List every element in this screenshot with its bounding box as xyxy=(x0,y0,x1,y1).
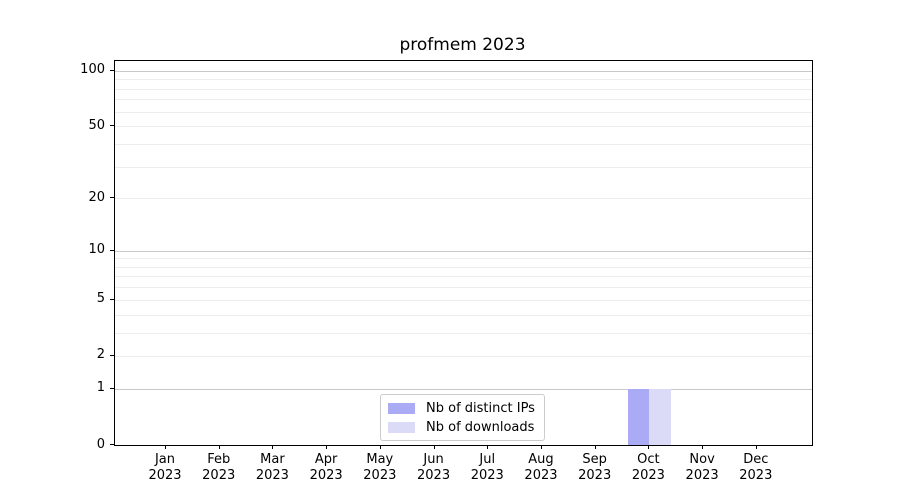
x-tick-mark xyxy=(379,445,381,449)
legend-swatch-downloads xyxy=(388,421,415,433)
x-tick-mark xyxy=(326,445,328,449)
y-tick-mark xyxy=(110,125,114,127)
x-tick-year: 2023 xyxy=(255,468,289,483)
gridline-minor xyxy=(115,126,812,128)
gridline-minor xyxy=(115,258,812,260)
gridline-minor xyxy=(115,355,812,357)
x-tick-label: Feb 2023 xyxy=(187,452,251,484)
y-tick-mark xyxy=(110,298,114,300)
legend-entry-distinct-ips: Nb of distinct IPs xyxy=(388,400,535,416)
y-tick-label: 10 xyxy=(88,242,105,258)
gridline-minor xyxy=(115,88,812,90)
y-tick-label: 50 xyxy=(88,117,105,133)
y-tick-mark xyxy=(110,197,114,199)
x-tick-label: Jun 2023 xyxy=(402,452,466,484)
x-tick-year: 2023 xyxy=(148,468,182,483)
x-tick-mark xyxy=(755,445,757,449)
x-tick-mark xyxy=(594,445,596,449)
y-tick-label: 0 xyxy=(96,436,105,452)
gridline-minor xyxy=(115,276,812,278)
y-tick-mark xyxy=(110,69,114,71)
legend-entry-downloads: Nb of downloads xyxy=(388,419,535,435)
x-tick-label: Apr 2023 xyxy=(294,452,358,484)
y-tick-mark xyxy=(110,249,114,251)
x-tick-mark xyxy=(165,445,166,449)
gridline-minor xyxy=(115,111,812,113)
x-tick-mark xyxy=(218,445,220,449)
gridline-major xyxy=(115,250,812,252)
x-tick-year: 2023 xyxy=(685,468,719,483)
bar-nb-of-distinct-ips xyxy=(627,388,650,445)
x-tick-year: 2023 xyxy=(363,468,397,483)
x-tick-mark xyxy=(702,445,704,449)
y-tick-label: 20 xyxy=(88,189,105,205)
x-tick-year: 2023 xyxy=(631,468,665,483)
y-tick-mark xyxy=(110,354,114,356)
bar-nb-of-downloads xyxy=(649,388,671,445)
y-tick-mark xyxy=(110,444,114,445)
y-tick-mark xyxy=(110,387,114,389)
gridline-minor xyxy=(115,166,812,168)
x-tick-mark xyxy=(540,445,542,449)
x-tick-year: 2023 xyxy=(739,468,773,483)
x-tick-year: 2023 xyxy=(578,468,612,483)
gridline-minor xyxy=(115,332,812,334)
x-tick-mark xyxy=(648,445,650,449)
x-tick-label: Aug 2023 xyxy=(509,452,573,484)
x-tick-label: May 2023 xyxy=(348,452,412,484)
x-tick-year: 2023 xyxy=(417,468,451,483)
x-tick-year: 2023 xyxy=(470,468,504,483)
gridline-minor xyxy=(115,266,812,268)
gridline-major xyxy=(115,70,812,72)
x-tick-label: Mar 2023 xyxy=(240,452,304,484)
gridline-minor xyxy=(115,287,812,289)
x-tick-label: Nov 2023 xyxy=(670,452,734,484)
y-tick-label: 2 xyxy=(96,347,105,363)
gridline-minor xyxy=(115,79,812,81)
x-tick-label: Sep 2023 xyxy=(563,452,627,484)
legend-label-downloads: Nb of downloads xyxy=(426,419,535,435)
x-tick-mark xyxy=(487,445,489,449)
gridline-minor xyxy=(115,99,812,101)
gridline-minor xyxy=(115,198,812,200)
gridline-minor xyxy=(115,299,812,301)
y-tick-label: 100 xyxy=(80,62,105,78)
chart-title: profmem 2023 xyxy=(399,35,526,55)
x-tick-year: 2023 xyxy=(524,468,558,483)
gridline-major xyxy=(115,388,812,390)
x-tick-year: 2023 xyxy=(309,468,343,483)
y-tick-label: 1 xyxy=(96,380,105,396)
gridline-minor xyxy=(115,314,812,316)
x-tick-mark xyxy=(272,445,274,449)
x-tick-label: Dec 2023 xyxy=(724,452,788,484)
y-tick-label: 5 xyxy=(96,291,105,307)
plot-area: Nb of distinct IPs Nb of downloads xyxy=(114,60,813,446)
x-tick-label: Oct 2023 xyxy=(616,452,680,484)
x-tick-mark xyxy=(433,445,435,449)
x-tick-year: 2023 xyxy=(202,468,236,483)
legend: Nb of distinct IPs Nb of downloads xyxy=(380,394,545,441)
gridline-minor xyxy=(115,143,812,145)
legend-swatch-distinct-ips xyxy=(388,402,415,414)
x-tick-label: Jul 2023 xyxy=(455,452,519,484)
x-tick-label: Jan 2023 xyxy=(133,452,197,484)
legend-label-distinct-ips: Nb of distinct IPs xyxy=(426,400,535,416)
